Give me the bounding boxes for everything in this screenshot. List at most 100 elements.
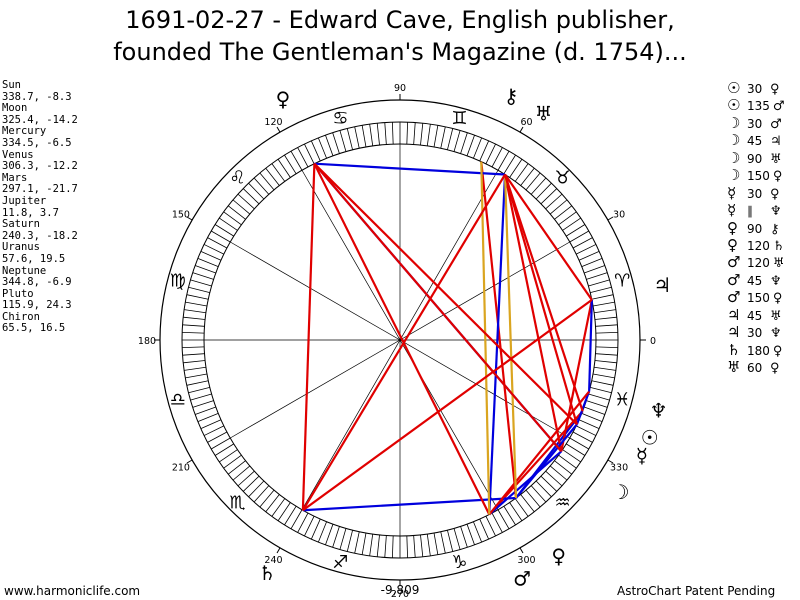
pluto-icon: ♀ [770,361,780,376]
saturn-icon: ♄ [727,340,741,359]
aspect-row: ♂ 45 ♆ [727,270,785,289]
degree-label: 30 [613,210,625,221]
degree-label: 60 [520,117,532,128]
venus-icon: ♀ [770,82,780,97]
degree-label: 120 [264,117,282,128]
aspect-row: ☉ 135 ♂ [727,96,785,115]
planet-values-moon: 325.4, -14.2 [2,113,78,126]
sun-icon: ☉ [727,96,741,115]
moon-icon: ☽ [727,113,741,132]
aspect-line-saturn-pluto [301,163,316,511]
mercury-icon: ☿ [727,183,737,202]
mars-icon: ♂ [727,288,741,307]
taurus-icon: ♉ [555,167,571,188]
planet-name-chiron: Chiron [2,310,40,323]
planet-values-neptune: 344.8, -6.9 [2,276,72,289]
degree-label: 180 [138,336,156,347]
aspect-line-jupiter-uranus [504,173,593,301]
planet-name-pluto: Pluto [2,287,34,300]
mars-icon: ♂ [727,253,741,272]
jupiter-icon: ♃ [770,134,782,150]
planet-values-jupiter: 11.8, 3.7 [2,206,59,219]
degree-label: 210 [172,463,190,474]
capricorn-icon: ♑ [451,552,467,573]
aspect-row: ♃ 45 ♅ [727,306,785,324]
aspect-line-saturn-uranus [301,173,506,511]
aspect-line-moon-jupiter [560,299,593,452]
aspect-row: ♃ 30 ♆ [727,323,785,342]
outer-ticks [154,94,646,586]
mars-icon: ♂ [513,567,531,591]
aspect-line-uranus-pluto [314,162,506,176]
aspect-line-venus-uranus [503,174,518,498]
pluto-icon: ♀ [772,291,783,307]
aspect-line-venus-saturn [302,496,517,512]
planet-values-venus: 306.3, -12.2 [2,160,78,173]
pluto-icon: ♀ [276,87,291,111]
venus-icon: ♀ [770,186,780,202]
pisces-icon: ♓ [614,390,630,411]
aspect-angle: 30 [747,116,763,131]
planet-values-chiron: 65.5, 16.5 [2,322,66,335]
neptune-icon: ♆ [770,204,782,220]
aspect-angle: 120 [747,256,770,271]
leo-icon: ♌ [229,167,245,188]
uranus-icon: ♅ [727,358,741,376]
degree-label: 0 [650,336,656,347]
aspect-line-pluto-moon [313,162,563,453]
mars-icon: ♂ [770,116,782,132]
aspect-row: ♂ 150 ♀ [727,288,785,307]
moon-icon: ☽ [727,166,741,185]
aspect-line-uranus-sun [503,174,584,412]
planet-values-sun: 338.7, -8.3 [2,90,72,103]
virgo-icon: ♍ [170,271,186,292]
aspect-line-mars-chiron [480,161,491,515]
aspect-angle: 135 [747,99,770,114]
moon-icon: ☽ [612,480,630,504]
planet-position-list: Sun 338.7, -8.3 Moon 325.4, -14.2 Mercury 334… [2,79,78,335]
degree-ticks [154,94,646,586]
aspect-row: ♄ 180 ♀ [727,340,785,359]
planet-name-sun: Sun [2,79,21,91]
planet-name-neptune: Neptune [2,264,47,277]
aspect-angle: 45 [747,308,763,323]
aspect-line-moon-mars [488,450,563,516]
pluto-icon: ♀ [772,343,783,359]
degree-label: 330 [610,463,628,474]
uranus-icon: ♅ [772,256,785,272]
degree-labels: 0 30 60 90 120 150 180 210 240 270 300 330 [138,83,656,600]
planet-name-venus: Venus [2,148,34,161]
aspect-row: ☽ 30 ♂ [727,113,785,132]
aspect-angle: 30 [747,326,763,341]
aspect-lines [301,161,593,516]
aries-icon: ♈ [614,271,630,292]
bottom-value: -9,809 [381,583,420,597]
aspect-angle: 90 [747,221,763,236]
aspect-angle: 30 [747,186,763,201]
planet-name-uranus: Uranus [2,241,40,254]
aspect-row: ♀ 120 ♄ [727,236,785,254]
ring-ticks [182,122,618,558]
aspect-line-mercury-venus [515,423,578,499]
uranus-icon: ♅ [770,151,782,167]
aspect-row: ☽ 45 ♃ [727,131,785,150]
saturn-icon: ♄ [772,238,785,254]
mercury-icon: ☿ [727,201,737,220]
aspect-row: ☉ 30 ♀ [727,79,785,97]
aspect-row: ☿ ∥ ♆ [727,201,785,220]
jupiter-icon: ♃ [727,323,741,342]
aspect-angle: 60 [747,361,763,375]
aspect-line-jupiter-neptune [588,299,593,392]
degree-label: 90 [394,83,406,94]
title-line-1: 1691-02-27 - Edward Cave, English publis… [125,6,675,34]
planet-values-mercury: 334.5, -6.5 [2,136,72,149]
chiron-icon: ⚷ [770,221,780,237]
mars-icon: ♂ [727,270,741,289]
aspect-line-mars-pluto [313,163,491,515]
aspect-angle: ∥ [747,204,753,219]
aspect-row: ♅ 60 ♀ [727,358,785,376]
neptune-icon: ♆ [770,273,782,289]
aquarius-icon: ♒ [555,493,571,514]
footer-website: www.harmoniclife.com [4,584,141,598]
planet-values-mars: 297.1, -21.7 [2,183,78,196]
